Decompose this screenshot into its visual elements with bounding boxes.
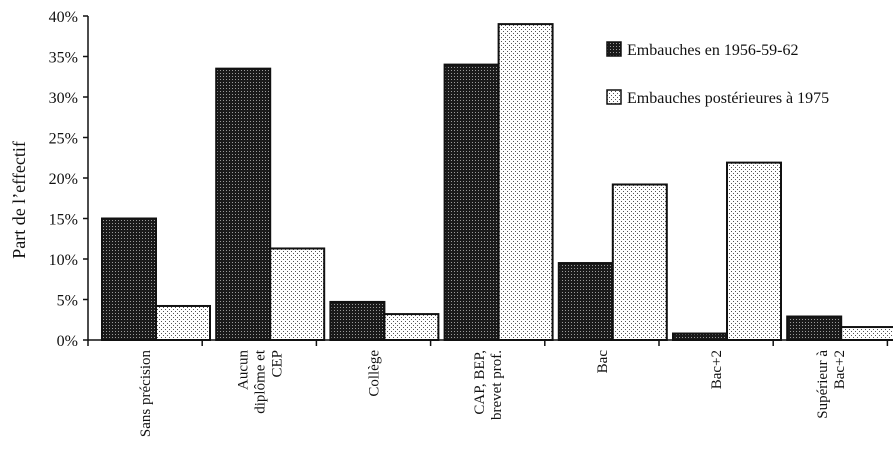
x-tick-label: Aucun diplôme et CEP [235, 349, 285, 414]
bar-series1 [215, 67, 272, 342]
legend-swatch [606, 89, 622, 105]
y-tick-label: 35% [49, 50, 78, 67]
bar-series2 [611, 183, 668, 341]
x-tick-label-line: CAP, BEP, [472, 350, 488, 415]
y-tick-label: 25% [49, 131, 78, 148]
x-tick-label-line: Sans précision [138, 350, 154, 438]
y-tick-label: 30% [49, 90, 78, 107]
bar-series2 [497, 23, 554, 341]
x-tick-label-line: brevet prof. [489, 350, 505, 420]
bar-series1 [786, 315, 843, 342]
x-tick-label-line: Collège [367, 350, 383, 397]
bar-series2 [840, 326, 893, 342]
x-tick-label-line: diplôme et [252, 349, 268, 414]
x-tick-label-line: CEP [269, 350, 285, 378]
bar-series1 [443, 63, 500, 341]
legend-swatch [606, 41, 622, 57]
bars-group [101, 23, 893, 342]
y-tick-label: 0% [57, 333, 78, 350]
x-tick-label: Sans précision [138, 350, 154, 438]
y-tick-label: 20% [49, 171, 78, 188]
legend-label: Embauches postérieures à 1975 [627, 90, 829, 107]
y-tick-label: 15% [49, 212, 78, 229]
x-tick-label-line: Supérieur à [815, 350, 831, 419]
y-tick-label: 40% [49, 9, 78, 26]
x-tick-label-line: Bac [595, 350, 611, 374]
x-tick-label-line: Aucun [235, 350, 251, 390]
x-tick-label-line: Bac+2 [832, 350, 848, 389]
bar-series1 [672, 332, 728, 341]
x-tick-label-line: Bac+2 [709, 350, 725, 389]
x-tick-label: Bac [595, 350, 611, 374]
x-tick-label: Bac+2 [709, 350, 725, 389]
x-tick-label: Supérieur à Bac+2 [815, 350, 848, 419]
bar-series2 [383, 313, 440, 341]
legend: Embauches en 1956-59-62 Embauches postéri… [606, 41, 829, 107]
x-tick-labels-group: Sans précision Aucun diplôme et CEP Collège C… [138, 349, 848, 437]
bar-series2 [726, 161, 782, 341]
x-tick-label: CAP, BEP, brevet prof. [472, 350, 505, 420]
legend-label: Embauches en 1956-59-62 [627, 42, 799, 59]
x-tick-label: Collège [367, 350, 383, 397]
y-tick-label: 5% [57, 293, 78, 310]
bar-series2 [269, 247, 326, 341]
bar-series2 [155, 304, 211, 342]
bar-series1 [557, 262, 614, 341]
y-axis-label: Part de l’effectif [9, 141, 29, 259]
bar-series1 [329, 300, 386, 341]
bar-series1 [101, 217, 157, 341]
y-tick-label: 10% [49, 252, 78, 269]
